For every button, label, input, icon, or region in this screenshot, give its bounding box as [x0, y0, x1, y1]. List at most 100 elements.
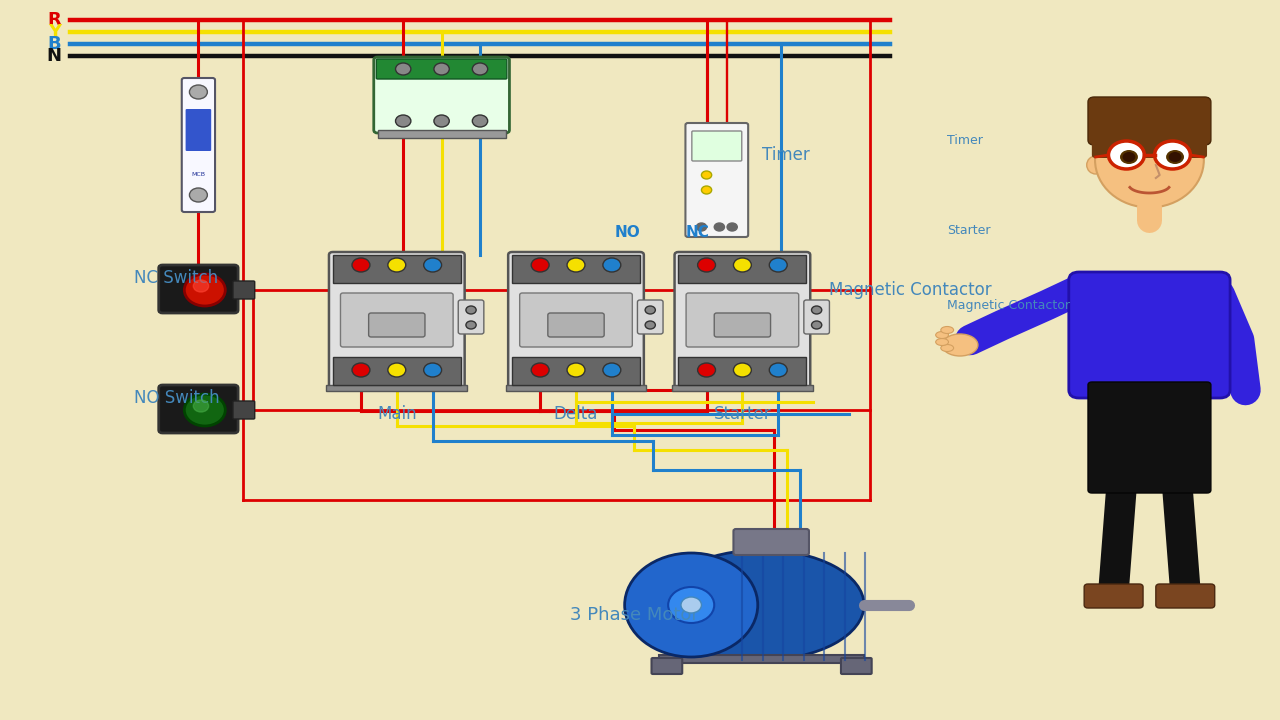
Circle shape — [472, 115, 488, 127]
Circle shape — [424, 363, 442, 377]
FancyBboxPatch shape — [340, 293, 453, 347]
Circle shape — [531, 363, 549, 377]
Circle shape — [668, 587, 714, 623]
Circle shape — [812, 321, 822, 329]
Text: N: N — [46, 47, 61, 65]
FancyBboxPatch shape — [374, 57, 509, 133]
Ellipse shape — [659, 550, 864, 660]
Text: Timer: Timer — [762, 146, 809, 164]
FancyBboxPatch shape — [159, 265, 238, 313]
Ellipse shape — [936, 338, 948, 346]
FancyBboxPatch shape — [233, 281, 255, 299]
FancyBboxPatch shape — [1084, 584, 1143, 608]
Circle shape — [625, 553, 758, 657]
FancyBboxPatch shape — [333, 357, 461, 385]
Text: NO: NO — [614, 225, 640, 240]
Circle shape — [1166, 150, 1184, 164]
FancyBboxPatch shape — [692, 131, 742, 161]
Text: Starter: Starter — [713, 405, 772, 423]
Circle shape — [567, 258, 585, 272]
FancyBboxPatch shape — [1156, 584, 1215, 608]
Circle shape — [701, 171, 712, 179]
FancyBboxPatch shape — [369, 313, 425, 337]
Circle shape — [352, 363, 370, 377]
Circle shape — [603, 258, 621, 272]
Ellipse shape — [941, 344, 954, 351]
Text: 3 Phase Motor: 3 Phase Motor — [570, 606, 699, 624]
FancyBboxPatch shape — [804, 300, 829, 334]
Circle shape — [696, 223, 707, 231]
FancyBboxPatch shape — [326, 385, 467, 391]
Circle shape — [352, 258, 370, 272]
Circle shape — [698, 363, 716, 377]
Ellipse shape — [936, 331, 948, 338]
Circle shape — [193, 400, 209, 412]
Circle shape — [1123, 152, 1135, 162]
Circle shape — [434, 63, 449, 75]
Circle shape — [698, 258, 716, 272]
FancyBboxPatch shape — [376, 59, 507, 79]
Ellipse shape — [1096, 112, 1204, 207]
FancyBboxPatch shape — [714, 313, 771, 337]
FancyBboxPatch shape — [678, 255, 806, 283]
FancyBboxPatch shape — [333, 255, 461, 283]
Text: Main: Main — [378, 405, 416, 423]
Circle shape — [733, 363, 751, 377]
Circle shape — [388, 363, 406, 377]
FancyBboxPatch shape — [520, 293, 632, 347]
Circle shape — [396, 63, 411, 75]
Circle shape — [567, 363, 585, 377]
FancyBboxPatch shape — [233, 401, 255, 419]
Text: R: R — [47, 11, 61, 29]
Circle shape — [189, 85, 207, 99]
FancyBboxPatch shape — [378, 130, 506, 138]
Circle shape — [733, 258, 751, 272]
Text: Magnetic Contactor: Magnetic Contactor — [947, 299, 1070, 312]
FancyBboxPatch shape — [1088, 97, 1211, 145]
Text: NC: NC — [686, 225, 709, 240]
FancyBboxPatch shape — [733, 529, 809, 555]
Circle shape — [769, 363, 787, 377]
FancyBboxPatch shape — [512, 255, 640, 283]
Circle shape — [388, 258, 406, 272]
Text: Y: Y — [49, 23, 61, 41]
FancyBboxPatch shape — [672, 385, 813, 391]
Circle shape — [531, 258, 549, 272]
FancyBboxPatch shape — [548, 313, 604, 337]
FancyBboxPatch shape — [686, 123, 748, 237]
Text: NO Switch: NO Switch — [134, 389, 220, 407]
Ellipse shape — [942, 334, 978, 356]
FancyBboxPatch shape — [841, 658, 872, 674]
Text: NC Switch: NC Switch — [134, 269, 219, 287]
FancyBboxPatch shape — [675, 252, 810, 388]
Circle shape — [1169, 152, 1181, 162]
FancyBboxPatch shape — [458, 300, 484, 334]
FancyBboxPatch shape — [508, 252, 644, 388]
FancyBboxPatch shape — [652, 658, 682, 674]
Circle shape — [396, 115, 411, 127]
FancyBboxPatch shape — [512, 357, 640, 385]
FancyBboxPatch shape — [506, 385, 646, 391]
FancyBboxPatch shape — [1092, 124, 1207, 158]
Circle shape — [472, 63, 488, 75]
Circle shape — [466, 321, 476, 329]
FancyBboxPatch shape — [637, 300, 663, 334]
Circle shape — [434, 115, 449, 127]
Text: Magnetic Contactor: Magnetic Contactor — [829, 281, 992, 299]
Circle shape — [603, 363, 621, 377]
FancyBboxPatch shape — [182, 78, 215, 212]
Circle shape — [645, 321, 655, 329]
Circle shape — [184, 274, 225, 306]
Circle shape — [769, 258, 787, 272]
FancyBboxPatch shape — [329, 252, 465, 388]
FancyBboxPatch shape — [1088, 382, 1211, 493]
FancyBboxPatch shape — [159, 385, 238, 433]
Circle shape — [727, 223, 737, 231]
Text: Timer: Timer — [947, 133, 983, 146]
Circle shape — [424, 258, 442, 272]
Circle shape — [1108, 141, 1144, 169]
Circle shape — [184, 394, 225, 426]
FancyBboxPatch shape — [659, 655, 864, 663]
Text: Delta: Delta — [554, 405, 598, 423]
Circle shape — [701, 186, 712, 194]
